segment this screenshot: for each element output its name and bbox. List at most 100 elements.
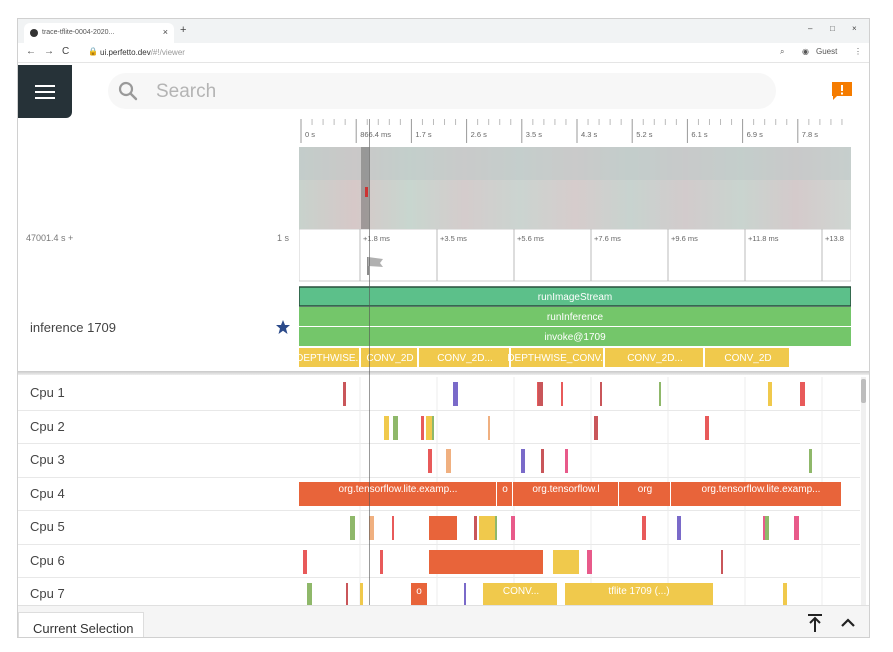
vertical-scrollbar[interactable] bbox=[861, 377, 866, 605]
op-slice[interactable] bbox=[361, 348, 417, 367]
menu-kebab-icon[interactable]: ⋮ bbox=[854, 47, 862, 56]
cpu-slice[interactable] bbox=[343, 382, 346, 406]
star-icon[interactable] bbox=[275, 319, 291, 335]
pinned-slice[interactable] bbox=[299, 307, 851, 326]
cpu-slice[interactable] bbox=[768, 382, 772, 406]
current-selection-tab[interactable]: Current Selection bbox=[18, 612, 144, 637]
cpu-slice[interactable] bbox=[384, 415, 389, 440]
minimize-button[interactable]: – bbox=[808, 24, 813, 33]
browser-tab[interactable]: trace-tflite-0004-2020... × bbox=[24, 23, 174, 43]
pinned-slice[interactable] bbox=[299, 327, 851, 346]
cpu-track-slices[interactable] bbox=[299, 410, 841, 445]
cpu-track-name: Cpu 6 bbox=[30, 552, 65, 568]
cpu-slice[interactable] bbox=[429, 549, 457, 574]
alert-icon[interactable] bbox=[831, 81, 853, 101]
cpu-slice[interactable] bbox=[538, 382, 543, 406]
overview-hotspot bbox=[365, 187, 368, 197]
pinned-slice[interactable] bbox=[299, 286, 851, 307]
thread-slice[interactable] bbox=[299, 481, 496, 506]
url-field[interactable]: ui.perfetto.dev/#!/viewer bbox=[100, 48, 185, 57]
cpu-slice[interactable] bbox=[428, 449, 432, 473]
cpu-slice[interactable] bbox=[809, 449, 812, 473]
cpu-track-slices[interactable]: org.tensorflow.lite.examp... o org.tensorf… bbox=[299, 477, 841, 512]
thread-slice[interactable] bbox=[565, 583, 713, 605]
cpu-track-slices[interactable] bbox=[299, 444, 841, 478]
op-slice[interactable] bbox=[511, 348, 603, 367]
op-slice[interactable] bbox=[419, 348, 509, 367]
cpu-track-slices[interactable] bbox=[299, 511, 841, 545]
zoom-icon[interactable]: ⌕ bbox=[780, 47, 785, 56]
scrollbar-thumb[interactable] bbox=[861, 379, 866, 403]
flag-icon[interactable] bbox=[365, 255, 387, 277]
cpu-slice[interactable] bbox=[346, 583, 348, 605]
cpu-track-slices[interactable]: tfliteoCONV...tflite 1709 (...) bbox=[299, 578, 841, 605]
cpu-slice[interactable] bbox=[303, 549, 307, 574]
cpu-track-slices[interactable] bbox=[299, 544, 841, 579]
cpu-slice[interactable] bbox=[705, 415, 709, 440]
cpu-slice[interactable] bbox=[369, 516, 374, 540]
thread-slice[interactable] bbox=[619, 481, 670, 506]
thread-slice-label: tflite 1709 (...) bbox=[608, 586, 669, 597]
reload-button[interactable]: C bbox=[62, 46, 70, 57]
thread-slice[interactable] bbox=[411, 583, 427, 605]
cpu-slice[interactable] bbox=[393, 415, 398, 440]
cpu-slice[interactable] bbox=[794, 516, 799, 540]
cpu-slice[interactable] bbox=[763, 516, 765, 540]
cpu-slice[interactable] bbox=[488, 415, 490, 440]
cpu-slice[interactable] bbox=[429, 516, 457, 540]
new-tab-button[interactable]: + bbox=[180, 24, 187, 36]
close-window-button[interactable]: × bbox=[852, 24, 857, 33]
cpu-slice[interactable] bbox=[721, 549, 723, 574]
cpu-slice[interactable] bbox=[677, 516, 681, 540]
cpu-slice[interactable] bbox=[464, 583, 466, 605]
chevron-up-icon[interactable] bbox=[837, 612, 859, 634]
cpu-slice[interactable] bbox=[521, 449, 525, 473]
cpu-slice[interactable] bbox=[446, 449, 451, 473]
cpu-slice[interactable] bbox=[565, 449, 568, 473]
pinned-track-slices[interactable]: runImageStream runInference invoke@1709 DEP… bbox=[299, 285, 851, 369]
thread-slice[interactable] bbox=[671, 481, 841, 506]
cpu-slice[interactable] bbox=[642, 516, 646, 540]
cpu-slice[interactable] bbox=[350, 516, 355, 540]
search-input[interactable] bbox=[156, 81, 656, 103]
cpu-track-slices[interactable] bbox=[299, 377, 841, 411]
forward-button[interactable]: → bbox=[44, 46, 54, 57]
cpu-slice[interactable] bbox=[511, 516, 515, 540]
back-button[interactable]: ← bbox=[26, 46, 36, 57]
maximize-button[interactable]: □ bbox=[830, 24, 835, 33]
op-slice[interactable] bbox=[299, 348, 359, 367]
thread-slice[interactable] bbox=[497, 481, 512, 506]
cpu-slice[interactable] bbox=[428, 415, 432, 440]
cpu-slice[interactable] bbox=[594, 415, 598, 440]
cpu-slice[interactable] bbox=[455, 549, 543, 574]
cpu-slice[interactable] bbox=[659, 382, 661, 406]
op-slice[interactable] bbox=[705, 348, 789, 367]
cpu-slice[interactable] bbox=[360, 583, 363, 605]
guest-label[interactable]: Guest bbox=[816, 47, 838, 56]
hamburger-menu-button[interactable] bbox=[18, 65, 72, 118]
thread-slice[interactable] bbox=[485, 583, 557, 605]
cpu-slice[interactable] bbox=[380, 549, 383, 574]
cpu-slice[interactable] bbox=[307, 583, 312, 605]
thread-slice[interactable] bbox=[513, 481, 618, 506]
url-path: /#!/viewer bbox=[150, 48, 185, 57]
profile-icon[interactable]: ◉ bbox=[802, 47, 809, 56]
cpu-slice[interactable] bbox=[765, 516, 769, 540]
cpu-slice[interactable] bbox=[392, 516, 394, 540]
tab-close-icon[interactable]: × bbox=[162, 27, 168, 37]
op-slice[interactable] bbox=[605, 348, 703, 367]
cpu-slice[interactable] bbox=[800, 382, 805, 406]
cpu-slice[interactable] bbox=[474, 516, 477, 540]
cpu-track-name: Cpu 4 bbox=[30, 485, 65, 501]
cpu-slice[interactable] bbox=[541, 449, 544, 473]
cpu-slice[interactable] bbox=[479, 516, 495, 540]
cpu-slice[interactable] bbox=[421, 415, 424, 440]
cpu-slice[interactable] bbox=[561, 382, 563, 406]
cpu-slice[interactable] bbox=[453, 382, 458, 406]
cpu-slice[interactable] bbox=[600, 382, 602, 406]
cpu-slice[interactable] bbox=[587, 549, 592, 574]
pin-to-top-icon[interactable] bbox=[804, 612, 826, 634]
cpu-slice[interactable] bbox=[783, 583, 787, 605]
overview-timeline[interactable] bbox=[299, 147, 851, 229]
cpu-slice[interactable] bbox=[553, 549, 579, 574]
